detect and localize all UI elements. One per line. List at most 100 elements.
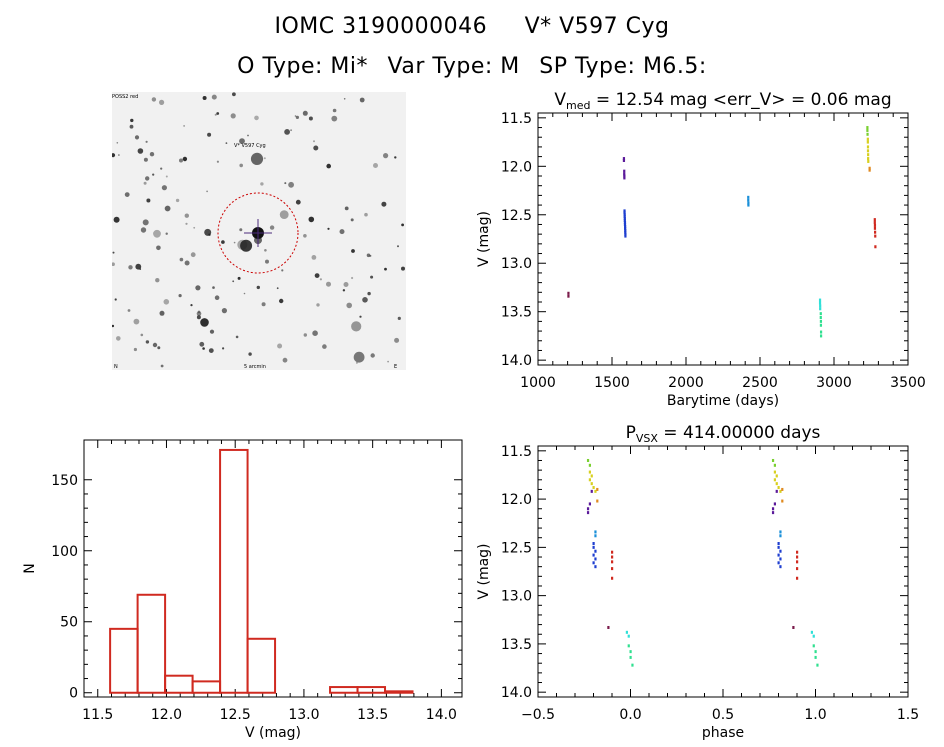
sky-star bbox=[366, 253, 371, 258]
sky-star bbox=[397, 245, 399, 248]
data-point bbox=[868, 166, 871, 170]
target-circle bbox=[217, 192, 299, 274]
data-point bbox=[866, 137, 869, 141]
sky-star bbox=[370, 353, 375, 358]
sky-star bbox=[370, 275, 374, 279]
data-point bbox=[796, 567, 799, 571]
data-point bbox=[873, 230, 877, 234]
sky-star bbox=[240, 239, 253, 252]
lightcurve-xlabel: Barytime (days) bbox=[667, 393, 779, 409]
data-point bbox=[623, 221, 627, 225]
data-point bbox=[625, 630, 628, 634]
sky-star bbox=[159, 99, 165, 105]
data-point bbox=[819, 312, 822, 316]
sky-star bbox=[343, 282, 349, 287]
sky-star bbox=[284, 129, 290, 135]
sky-label-north: N bbox=[114, 364, 118, 370]
sky-star bbox=[260, 182, 264, 186]
y-tick-label: 11.5 bbox=[501, 111, 532, 127]
sky-star bbox=[153, 229, 161, 238]
phased-points bbox=[586, 458, 819, 667]
sky-star bbox=[394, 156, 397, 159]
sky-star bbox=[151, 97, 157, 102]
sky-star bbox=[230, 113, 236, 119]
x-tick-label: 3500 bbox=[890, 375, 926, 391]
data-point bbox=[592, 561, 595, 565]
sky-star bbox=[316, 303, 320, 307]
sky-star bbox=[279, 210, 289, 219]
data-point bbox=[866, 140, 869, 144]
y-tick-label: 12.0 bbox=[501, 492, 532, 508]
histogram-bar bbox=[164, 674, 194, 694]
y-tick-label: 12.5 bbox=[501, 208, 532, 224]
sky-star bbox=[313, 145, 319, 151]
sky-star bbox=[200, 318, 209, 327]
y-tick-label: 12.0 bbox=[501, 159, 532, 175]
sky-star bbox=[193, 226, 196, 229]
data-point bbox=[623, 209, 626, 213]
data-point bbox=[812, 644, 815, 648]
sky-star bbox=[350, 218, 354, 222]
sky-star bbox=[269, 225, 275, 230]
y-tick-label: 50 bbox=[60, 615, 78, 631]
data-point bbox=[874, 245, 877, 249]
x-tick-label: 2000 bbox=[668, 375, 704, 391]
sp-type: SP Type: M6.5: bbox=[539, 54, 707, 79]
data-point bbox=[775, 489, 778, 493]
sky-star bbox=[237, 276, 241, 280]
y-tick-label: 13.5 bbox=[501, 637, 532, 653]
data-point bbox=[590, 489, 593, 493]
data-point bbox=[867, 153, 870, 157]
sky-star bbox=[387, 360, 389, 363]
data-point bbox=[777, 542, 780, 546]
phased-title: PVSX = 414.00000 days bbox=[626, 423, 821, 445]
sky-star bbox=[114, 298, 117, 301]
data-point bbox=[623, 222, 627, 226]
sky-star bbox=[237, 239, 248, 250]
sky-star bbox=[149, 152, 155, 157]
data-point bbox=[796, 550, 799, 554]
sky-star bbox=[184, 260, 190, 266]
histogram-bar bbox=[356, 686, 387, 694]
y-tick-label: 13.5 bbox=[501, 305, 532, 321]
data-point bbox=[781, 487, 784, 491]
data-point bbox=[611, 550, 614, 554]
sky-star bbox=[312, 330, 318, 336]
data-point bbox=[607, 625, 610, 629]
data-point bbox=[622, 158, 626, 162]
sky-star bbox=[143, 181, 147, 185]
figure-title: IOMC 3190000046 V* V597 Cyg bbox=[0, 14, 944, 39]
data-point bbox=[779, 489, 782, 493]
sky-star bbox=[232, 280, 235, 283]
sky-star bbox=[179, 257, 184, 262]
sky-star bbox=[145, 176, 150, 181]
histogram-bar bbox=[219, 448, 249, 694]
data-point bbox=[819, 307, 822, 311]
object-name: IOMC 3190000046 bbox=[274, 14, 488, 39]
data-point bbox=[624, 234, 627, 238]
x-tick-label: 13.0 bbox=[288, 707, 319, 723]
histogram-bar bbox=[246, 637, 277, 694]
sky-star bbox=[327, 227, 330, 230]
sky-stars bbox=[112, 92, 405, 368]
sky-star bbox=[295, 115, 299, 119]
x-tick-label: 2500 bbox=[742, 375, 778, 391]
sky-star bbox=[112, 324, 115, 328]
histogram-axes-frame bbox=[83, 439, 463, 698]
sky-star bbox=[116, 142, 119, 144]
data-point bbox=[594, 565, 597, 569]
sky-star bbox=[206, 190, 208, 193]
data-point bbox=[567, 294, 570, 298]
sky-label-target: V* V597 Cyg bbox=[234, 143, 266, 149]
data-point bbox=[873, 223, 877, 227]
histogram-ylabel: N bbox=[22, 563, 38, 573]
data-point bbox=[623, 169, 626, 173]
sky-star bbox=[290, 129, 292, 132]
data-point bbox=[771, 507, 775, 511]
data-point bbox=[586, 507, 590, 511]
sky-star bbox=[239, 138, 245, 144]
sky-star bbox=[362, 297, 368, 303]
sky-star bbox=[276, 287, 279, 290]
data-point bbox=[629, 650, 632, 654]
